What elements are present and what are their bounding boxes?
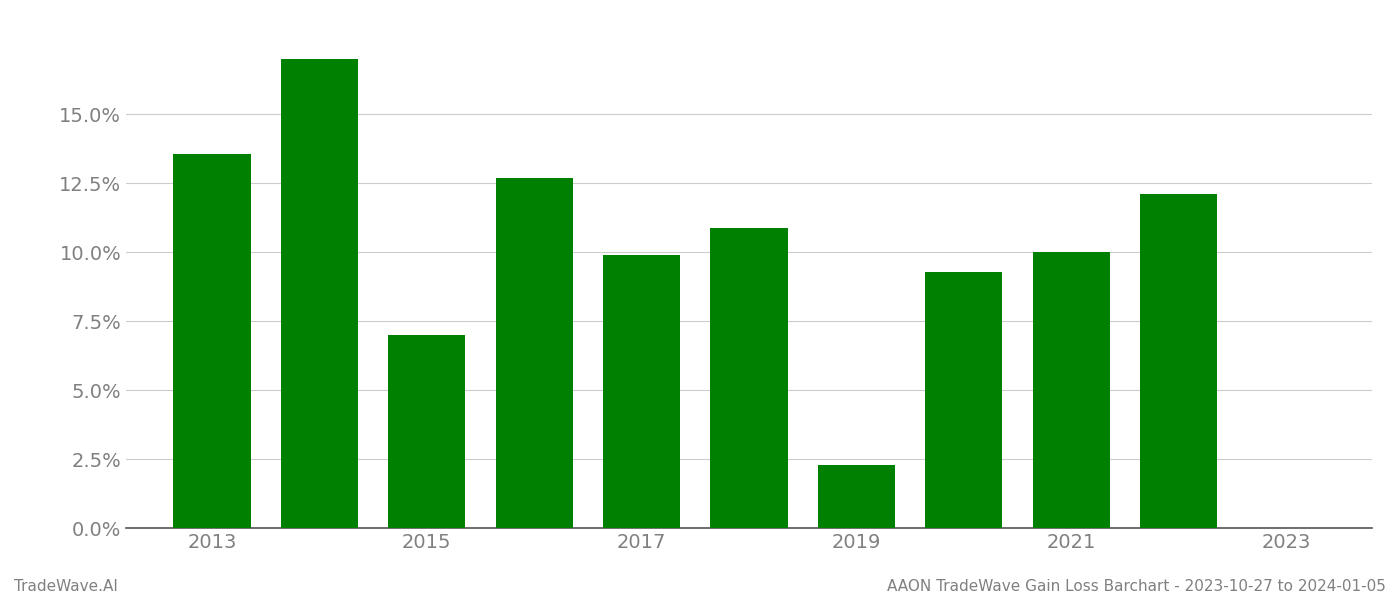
Bar	[496, 178, 573, 528]
Bar	[1033, 253, 1110, 528]
Bar	[388, 335, 465, 528]
Bar	[925, 272, 1002, 528]
Text: AAON TradeWave Gain Loss Barchart - 2023-10-27 to 2024-01-05: AAON TradeWave Gain Loss Barchart - 2023…	[888, 579, 1386, 594]
Bar	[818, 464, 895, 528]
Text: TradeWave.AI: TradeWave.AI	[14, 579, 118, 594]
Bar	[603, 255, 680, 528]
Bar	[710, 227, 788, 528]
Bar	[1140, 194, 1218, 528]
Bar	[174, 154, 251, 528]
Bar	[280, 59, 358, 528]
